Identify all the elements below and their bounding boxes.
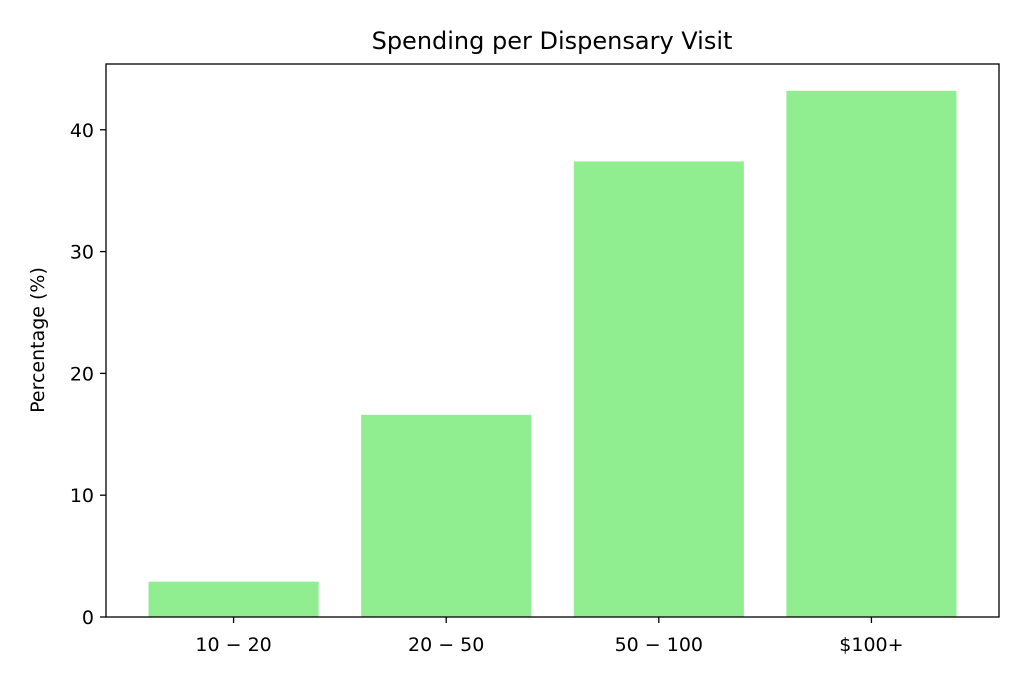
y-tick-label-2: 20 (70, 363, 94, 385)
bars-layer (148, 90, 957, 617)
bar-0 (148, 581, 319, 617)
y-axis: 0 10 20 30 40 (70, 120, 106, 629)
x-axis: 10 − 20 20 − 50 50 − 100 $100+ (195, 617, 904, 656)
chart-title: Spending per Dispensary Visit (372, 27, 733, 55)
plot-frame (105, 63, 1000, 618)
y-tick-label-1: 10 (70, 485, 94, 507)
x-tick-label-2: 50 − 100 (615, 634, 703, 656)
bar-1 (361, 414, 532, 617)
x-tick-label-1: 20 − 50 (408, 634, 484, 656)
y-tick-label-0: 0 (82, 607, 94, 629)
x-tick-label-3: $100+ (839, 634, 903, 656)
bar-2 (573, 161, 744, 617)
y-tick-label-3: 30 (70, 242, 94, 264)
x-tick-label-0: 10 − 20 (195, 634, 271, 656)
bar-3 (786, 90, 957, 617)
y-axis-label: Percentage (%) (27, 267, 49, 413)
y-tick-label-4: 40 (70, 120, 94, 142)
